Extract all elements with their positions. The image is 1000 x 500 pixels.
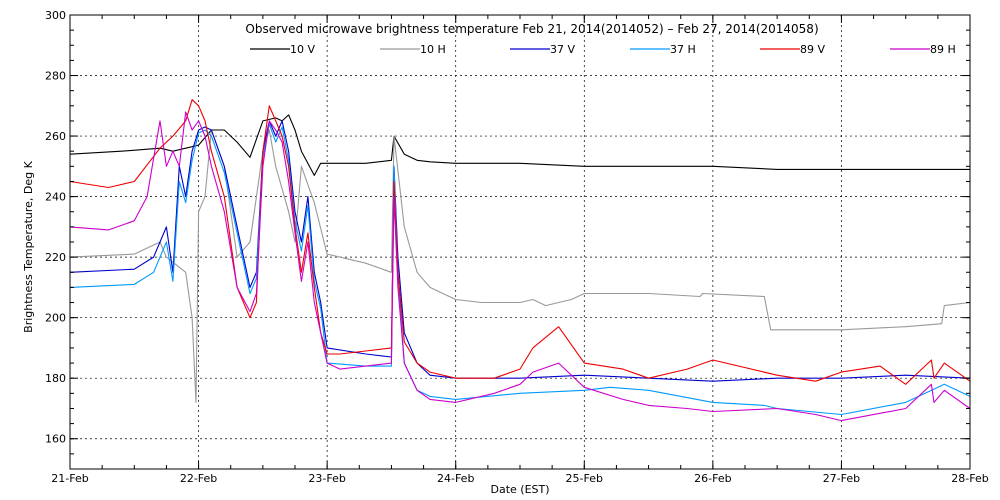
- x-tick-label: 28-Feb: [951, 472, 988, 485]
- y-axis-label: Brightness Temperature, Deg K: [22, 160, 35, 332]
- legend-label: 10 V: [290, 43, 315, 56]
- y-tick-label: 260: [45, 130, 66, 143]
- x-tick-label: 25-Feb: [566, 472, 603, 485]
- y-tick-label: 180: [45, 372, 66, 385]
- series-lines: [69, 99, 971, 422]
- legend: 10 V 10 H 37 V 37 H 89 V 89 H: [250, 43, 956, 56]
- axis-ticks: 160 180 200 220 240 260 280 300 21-Feb 22-Feb 23-F…: [45, 9, 989, 485]
- legend-label: 89 V: [800, 43, 825, 56]
- chart-title: Observed microwave brightness temperatur…: [245, 22, 818, 36]
- x-axis-label: Date (EST): [490, 483, 549, 496]
- y-tick-label: 280: [45, 70, 66, 83]
- x-tick-label: 26-Feb: [694, 472, 731, 485]
- grid-lines: [70, 15, 970, 469]
- legend-label: 10 H: [420, 43, 446, 56]
- y-tick-label: 220: [45, 251, 66, 264]
- legend-label: 89 H: [930, 43, 956, 56]
- y-tick-label: 240: [45, 191, 66, 204]
- x-tick-label: 21-Feb: [51, 472, 88, 485]
- y-tick-label: 160: [45, 433, 66, 446]
- series-line-89-v: [69, 99, 971, 385]
- x-tick-label: 23-Feb: [308, 472, 345, 485]
- legend-label: 37 H: [670, 43, 696, 56]
- series-line-37-h: [69, 123, 971, 416]
- x-tick-label: 24-Feb: [437, 472, 474, 485]
- y-tick-label: 300: [45, 9, 66, 22]
- x-tick-label: 27-Feb: [823, 472, 860, 485]
- series-line-37-v: [69, 120, 971, 382]
- series-line-10-h: [69, 129, 971, 403]
- legend-label: 37 V: [550, 43, 575, 56]
- y-tick-label: 200: [45, 312, 66, 325]
- series-line-10-v: [69, 114, 970, 176]
- x-tick-label: 22-Feb: [180, 472, 217, 485]
- series-line-89-h: [69, 111, 971, 422]
